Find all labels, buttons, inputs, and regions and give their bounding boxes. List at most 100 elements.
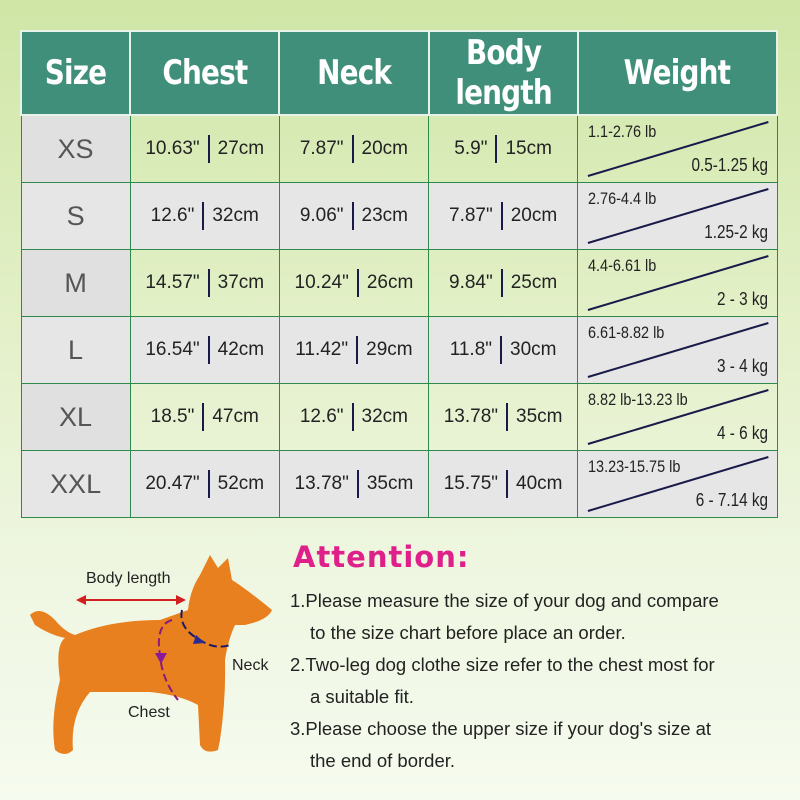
diagonal-divider [587,322,769,378]
neck-cm: 29cm [366,339,413,360]
divider [500,336,503,364]
chest-cell: 20.47" 52cm [129,450,280,518]
neck-cm: 20cm [361,138,409,159]
weight-lb: 4.4-6.61 lb [588,256,657,275]
neck-cell: 11.42" 29cm [278,316,430,384]
body-length-inches: 5.9" [454,138,488,159]
body-length-cm: 15cm [505,138,552,159]
divider [356,336,359,364]
header-weight: Weight [576,30,779,116]
body-length-cm: 30cm [510,339,557,360]
neck-label: Neck [232,657,269,674]
divider [207,135,210,163]
neck-inches: 11.42" [295,339,349,360]
divider [356,269,359,297]
header-label: Neck [316,53,392,93]
size-cell: S [20,182,131,250]
header-label: Body length [454,33,552,113]
attention-notes: 1.Please measure the size of your dog an… [290,585,719,777]
neck-inches: 7.87" [299,138,344,159]
divider [495,135,498,163]
header-label: Chest [162,53,248,93]
weight-kg: 3 - 4 kg [717,356,769,376]
chest-cell: 18.5" 47cm [129,383,280,451]
divider [500,202,503,230]
neck-cell: 9.06" 23cm [278,182,430,250]
neck-inches: 13.78" [294,473,349,494]
chest-cm: 47cm [212,406,259,427]
header-neck: Neck [278,30,430,116]
divider [202,202,205,230]
neck-inches: 10.24" [294,272,349,293]
diagonal-divider [587,456,769,512]
diagonal-divider [587,121,769,177]
note-line: 1.Please measure the size of your dog an… [290,590,719,611]
body-length-inches: 11.8" [449,339,493,360]
neck-inches: 9.06" [299,205,344,226]
divider [506,403,509,431]
table-row: L 16.54" 42cm 11.42" 29cm 11.8" 30cm 6.61-8.8… [20,316,778,384]
neck-cell: 12.6" 32cm [278,383,430,451]
body-length-cm: 20cm [510,205,558,226]
chest-inches: 10.63" [145,138,200,159]
divider [500,269,503,297]
size-cell: XS [20,114,131,183]
chest-inches: 16.54" [145,339,200,360]
header-label: Size [44,53,107,93]
diagonal-divider [587,389,769,445]
size-cell: L [20,316,131,384]
weight-kg: 0.5-1.25 kg [691,155,769,175]
weight-kg: 2 - 3 kg [717,289,769,309]
neck-cell: 7.87" 20cm [278,114,430,183]
chest-cm: 52cm [217,473,265,494]
chest-cell: 10.63" 27cm [129,114,280,183]
divider [207,336,210,364]
header-body-length: Body length [427,30,579,116]
weight-cell: 1.1-2.76 lb 0.5-1.25 kg [577,114,778,183]
dog-silhouette [30,555,272,754]
weight-kg: 1.25-2 kg [704,222,769,242]
divider [351,135,354,163]
neck-cm: 35cm [366,473,414,494]
body-length-cm: 25cm [510,272,558,293]
chest-inches: 14.57" [145,272,200,293]
body-length-cell: 7.87" 20cm [428,182,579,250]
body-length-cell: 11.8" 30cm [428,316,579,384]
divider [356,470,359,498]
weight-cell: 8.82 lb-13.23 lb 4 - 6 kg [577,383,778,451]
divider [202,403,205,431]
weight-lb: 8.82 lb-13.23 lb [588,390,688,409]
neck-inches: 12.6" [299,406,344,427]
body-length-cm: 35cm [516,406,563,427]
weight-cell: 6.61-8.82 lb 3 - 4 kg [577,316,778,384]
chest-inches: 12.6" [150,205,195,226]
note-line: 3.Please choose the upper size if your d… [290,718,712,739]
divider [351,403,354,431]
table-row: M 14.57" 37cm 10.24" 26cm 9.84" 25cm 4.4-6.61… [20,249,778,317]
chest-inches: 20.47" [145,473,200,494]
body-length-inches: 9.84" [449,272,493,293]
diagonal-divider [587,188,769,244]
body-length-inches: 7.87" [449,205,493,226]
neck-cm: 26cm [366,272,414,293]
body-length-cell: 5.9" 15cm [428,114,579,183]
chest-cell: 14.57" 37cm [129,249,280,317]
chest-cm: 27cm [217,138,265,159]
chest-cell: 16.54" 42cm [129,316,280,384]
chest-cm: 42cm [217,339,265,360]
body-length-inches: 13.78" [443,406,499,427]
table-row: S 12.6" 32cm 9.06" 23cm 7.87" 20cm 2.76-4.4 l… [20,182,778,250]
note-line: to the size chart before place an order. [310,622,626,643]
note-line: the end of border. [310,750,456,771]
weight-kg: 4 - 6 kg [717,423,769,443]
divider [207,269,210,297]
chest-label: Chest [128,704,170,721]
header-size: Size [19,30,132,116]
weight-lb: 1.1-2.76 lb [588,122,657,141]
neck-cm: 32cm [361,406,409,427]
size-cell: M [20,249,131,317]
note-line: 2.Two-leg dog clothe size refer to the c… [290,654,715,675]
body-length-cell: 9.84" 25cm [428,249,579,317]
chest-cm: 37cm [217,272,265,293]
neck-cell: 10.24" 26cm [278,249,430,317]
